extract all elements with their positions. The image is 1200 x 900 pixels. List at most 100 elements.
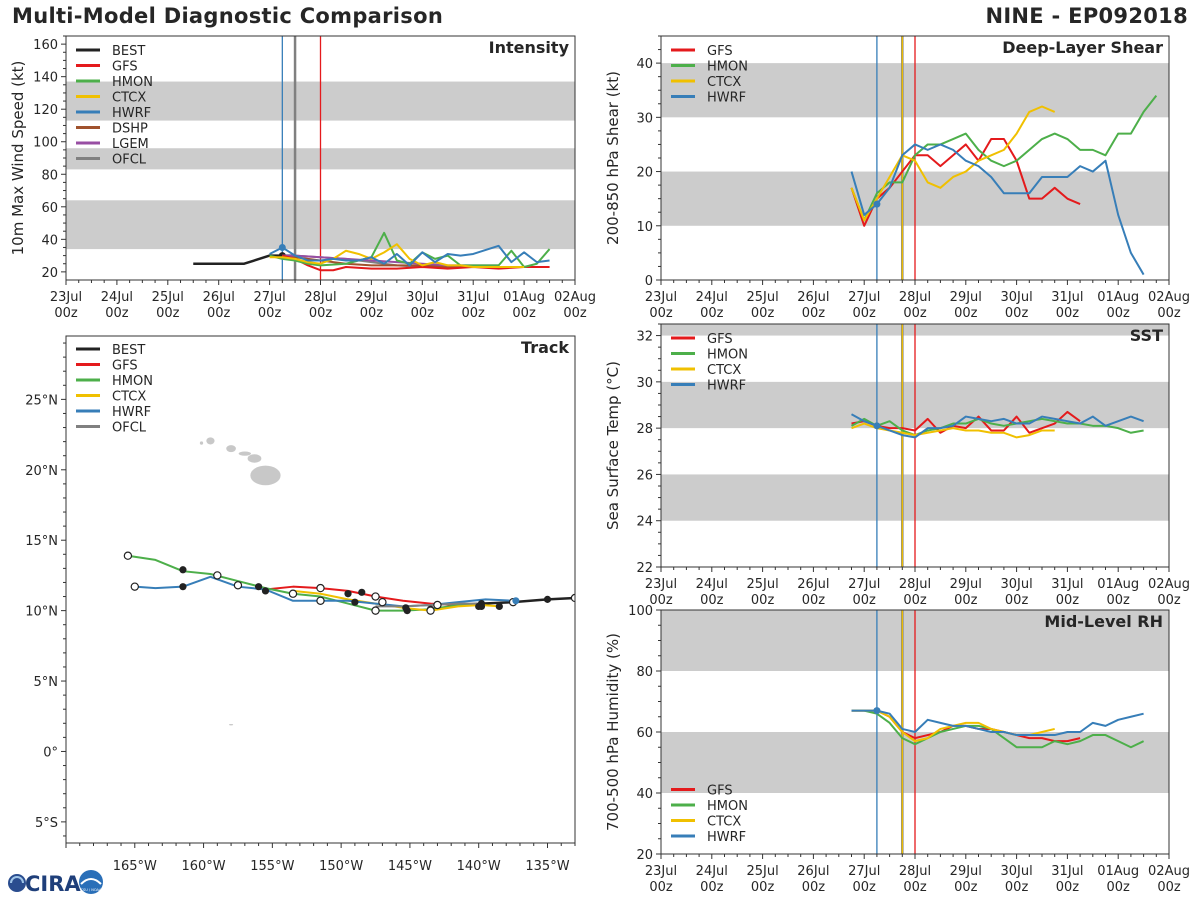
track-xtick-label: 155°W [250, 859, 294, 874]
intensity-xtick-label: 00z [360, 306, 384, 321]
rh-xtick-label: 29Jul [950, 864, 982, 879]
track-point-filled-best [543, 595, 552, 603]
intensity-xtick-label: 26Jul [203, 290, 235, 305]
sst-legend-label-hwrf: HWRF [707, 379, 746, 394]
shear-xtick-label: 00z [700, 306, 724, 321]
rh-xtick-label: 00z [1107, 880, 1131, 895]
track-legend-label-gfs: GFS [112, 359, 138, 374]
shear-marker-hwrf [873, 200, 881, 208]
track-legend-label-ofcl: OFCL [112, 421, 147, 436]
shear-ytick-label: 0 [645, 274, 653, 289]
sst-xtick-label: 00z [1107, 593, 1131, 608]
rh-ytick-label: 80 [636, 665, 653, 680]
shear-xtick-label: 30Jul [1000, 290, 1032, 305]
sst-xtick-label: 00z [853, 593, 877, 608]
rh-xtick-label: 00z [802, 880, 826, 895]
rh-legend-label-hmon: HMON [707, 799, 748, 814]
intensity-ytick-label: 120 [33, 103, 58, 118]
sst-ylabel: Sea Surface Temp (°C) [604, 361, 622, 530]
sst-xtick-label: 30Jul [1000, 577, 1032, 592]
sst-series-hwrf [851, 413, 1144, 439]
track-point-open-hwrf [316, 596, 325, 605]
shear-xtick-label: 00z [802, 306, 826, 321]
shear-xtick-label: 02Aug [1148, 290, 1190, 305]
track-point-open-best [570, 593, 575, 603]
rh-xtick-label: 28Jul [899, 864, 931, 879]
track-point-filled-hwrf [261, 587, 270, 595]
sst-series-hmon [851, 417, 1144, 437]
sst-ytick-label: 32 [636, 330, 653, 345]
track-ytick-label: 15°N [25, 534, 58, 549]
sst-xtick-label: 00z [751, 593, 775, 608]
rh-marker-hwrf [873, 707, 881, 715]
shear-legend-label-ctcx: CTCX [707, 75, 741, 90]
rh-xtick-label: 01Aug [1097, 864, 1139, 879]
track-legend-label-best: BEST [112, 343, 145, 358]
shear-xtick-label: 28Jul [899, 290, 931, 305]
cira-logo: CIRA CSU / NOAA [8, 870, 103, 896]
sst-xtick-label: 01Aug [1097, 577, 1139, 592]
track-point-filled-hmon [179, 566, 187, 574]
island-oahu [226, 445, 236, 453]
shear-title: Deep-Layer Shear [1002, 38, 1163, 57]
shear-legend-label-hwrf: HWRF [707, 91, 746, 106]
rh-xtick-label: 25Jul [746, 864, 778, 879]
intensity-xtick-label: 24Jul [101, 290, 133, 305]
track-point-open-hwrf [433, 600, 442, 610]
track-xtick-label: 140°W [457, 859, 501, 874]
intensity-legend-label-hmon: HMON [112, 75, 153, 90]
track-point-filled-ctcx [495, 602, 503, 611]
rh-ytick-label: 40 [636, 787, 653, 802]
track-point-open-hmon [288, 589, 298, 598]
intensity-title: Intensity [489, 38, 570, 57]
noaa-logo-text: CSU / NOAA [81, 888, 102, 892]
rh-xtick-label: 24Jul [696, 864, 728, 879]
shear-xtick-label: 00z [1056, 306, 1080, 321]
rh-xtick-label: 23Jul [645, 864, 677, 879]
track-title: Track [521, 338, 569, 357]
track-xtick-label: 145°W [388, 859, 432, 874]
rh-xtick-label: 00z [700, 880, 724, 895]
shear-xtick-label: 00z [903, 306, 927, 321]
track-point-open-hwrf [378, 597, 387, 607]
island-molokai [238, 451, 252, 456]
track-ytick-label: 0° [43, 745, 58, 760]
island-kauai [206, 437, 215, 445]
sst-xtick-label: 00z [802, 593, 826, 608]
sst-ytick-label: 26 [636, 468, 653, 483]
rh-series-hmon [851, 709, 1145, 749]
rh-xtick-label: 31Jul [1051, 864, 1083, 879]
rh-xtick-label: 02Aug [1148, 864, 1190, 879]
sst-xtick-label: 00z [903, 593, 927, 608]
track-point-open-hmon [371, 606, 380, 615]
sst-legend-label-ctcx: CTCX [707, 363, 741, 378]
sst-xtick-label: 00z [700, 593, 724, 608]
rh-legend-label-ctcx: CTCX [707, 815, 741, 830]
intensity-xtick-label: 30Jul [406, 290, 438, 305]
rh-xtick-label: 00z [853, 880, 877, 895]
shear-xtick-label: 00z [1005, 306, 1029, 321]
track-xtick-label: 165°W [113, 859, 157, 874]
sst-xtick-label: 24Jul [696, 577, 728, 592]
track-point-open-hwrf [233, 581, 243, 590]
intensity-xtick-label: 29Jul [355, 290, 387, 305]
track-point-open-gfs [316, 583, 325, 593]
intensity-xtick-label: 00z [563, 306, 587, 321]
sst-ytick-label: 22 [636, 561, 653, 576]
shear-ylabel: 200-850 hPa Shear (kt) [604, 71, 622, 245]
sst-xtick-label: 26Jul [797, 577, 829, 592]
sst-xtick-label: 29Jul [950, 577, 982, 592]
sst-xtick-label: 00z [1056, 593, 1080, 608]
intensity-xtick-label: 00z [411, 306, 435, 321]
shear-xtick-label: 26Jul [797, 290, 829, 305]
shear-ytick-label: 40 [636, 57, 653, 72]
track-point-filled-hmon [254, 583, 263, 591]
intensity-series-gfs [282, 254, 550, 272]
track-point-filled-hwrf [402, 604, 410, 612]
sst-series-gfs [851, 410, 1081, 434]
shear-xtick-label: 00z [1107, 306, 1131, 321]
sst-marker-hwrf [873, 422, 881, 430]
panel-shear: 01020304023Jul00z24Jul00z25Jul00z26Jul00… [604, 35, 1190, 321]
intensity-ytick-label: 20 [41, 266, 58, 281]
sst-xtick-label: 31Jul [1051, 577, 1083, 592]
